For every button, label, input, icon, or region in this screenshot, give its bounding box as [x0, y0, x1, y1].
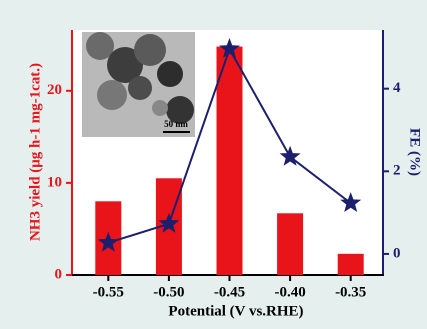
y-tick-label: 20 [47, 82, 62, 98]
bar [277, 213, 303, 275]
x-tick-label: -0.40 [274, 284, 305, 300]
x-tick-label: -0.45 [214, 284, 245, 300]
bar [338, 254, 364, 275]
y-tick-label: 10 [47, 174, 62, 190]
x-tick-label: -0.35 [335, 284, 366, 300]
x-tick-label: -0.50 [153, 284, 184, 300]
page: {"chart_data": {"type": "bar", "x_label"… [0, 0, 427, 329]
y-tick-label: 0 [55, 266, 63, 282]
bar [217, 47, 243, 275]
y2-tick-label: 2 [393, 163, 401, 179]
chart: 50 nm Potential (V vs.RHE) NH3 yield (μg… [0, 0, 427, 329]
y-axis-label: NH3 yield (μg h-1 mg-1cat.) [27, 63, 43, 241]
scale-bar-label: 50 nm [164, 119, 188, 129]
y2-axis-label: FE (%) [407, 128, 423, 176]
inset-image: 50 nm [82, 32, 195, 137]
x-tick-label: -0.55 [93, 284, 124, 300]
x-axis-label: Potential (V vs.RHE) [168, 303, 303, 319]
y2-tick-label: 0 [393, 245, 401, 261]
y2-tick-label: 4 [393, 80, 401, 96]
